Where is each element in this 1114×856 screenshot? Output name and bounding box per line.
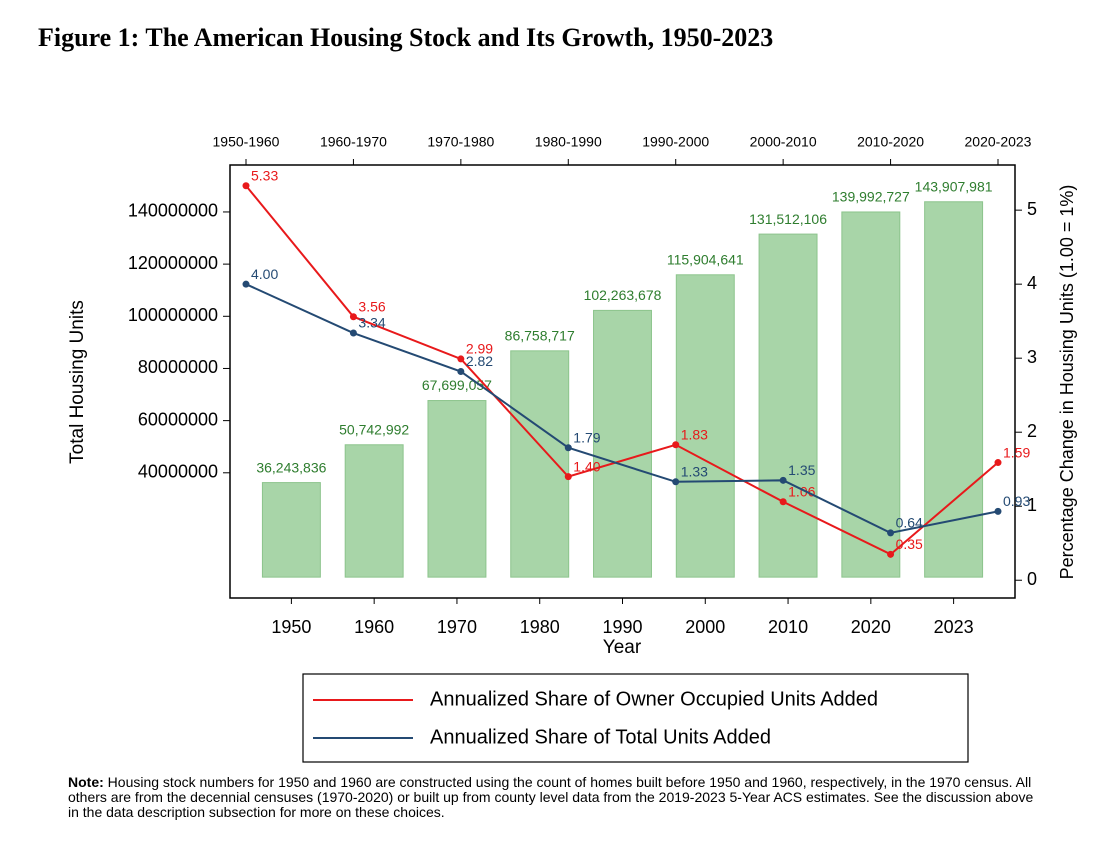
y-tick-label: 80000000 [138,357,218,377]
line [245,185,999,556]
point [672,478,680,486]
bar-value-label: 86,758,717 [505,328,575,344]
x-axis-label: Year [603,637,642,658]
y-tick-label: 120000000 [128,253,218,273]
y-tick-label: 40000000 [138,462,218,482]
line-value-label: 1.79 [573,429,600,445]
point [994,507,1002,515]
point [242,280,250,288]
y-axis-label: Total Housing Units [67,300,88,464]
y-tick-label: 60000000 [138,409,218,429]
y-tick-label: 140000000 [128,201,218,221]
top-tick-label: 1980-1990 [535,134,602,150]
line-value-label: 1.40 [573,458,600,474]
top-tick-label: 2000-2010 [750,134,817,150]
point [887,550,895,558]
x-tick-label: 1950 [271,617,311,637]
bar-value-label: 115,904,641 [667,252,744,268]
top-tick-label: 1970-1980 [427,134,494,150]
bar [261,482,321,578]
line-value-label: 1.33 [681,463,708,479]
y-tick-label: 100000000 [128,305,218,325]
x-tick-label: 2020 [851,617,891,637]
line-value-label: 1.59 [1003,444,1030,460]
line-value-label: 5.33 [251,167,278,183]
bar [758,233,818,578]
legend-label: Annualized Share of Total Units Added [430,726,771,748]
point [564,444,572,452]
line-value-label: 0.35 [896,536,923,552]
point [349,329,357,337]
top-tick-label: 1960-1970 [320,134,387,150]
bar [841,211,901,578]
point [779,476,787,484]
line [245,283,999,534]
x-tick-label: 1970 [437,617,477,637]
bar-value-label: 143,907,981 [915,178,993,194]
line-value-label: 0.93 [1003,493,1030,509]
point [672,441,680,449]
y2-tick-label: 1 [1027,495,1037,515]
line-value-label: 1.83 [681,426,708,442]
x-tick-label: 1980 [520,617,560,637]
bar [427,400,487,578]
point [779,498,787,506]
line-value-label: 2.82 [466,353,493,369]
bar-value-label: 139,992,727 [832,189,910,205]
x-tick-label: 2000 [685,617,725,637]
chart-title: Figure 1: The American Housing Stock and… [38,23,773,52]
y2-tick-label: 2 [1027,421,1037,441]
line-value-label: 1.35 [788,462,815,478]
point [887,529,895,537]
bar [675,274,735,578]
line-value-label: 3.34 [358,315,385,331]
line-value-label: 1.06 [788,483,815,499]
x-tick-label: 2023 [934,617,974,637]
top-tick-label: 2020-2023 [965,134,1032,150]
bar-value-label: 102,263,678 [584,287,662,303]
x-tick-label: 2010 [768,617,808,637]
point [564,473,572,481]
y2-tick-label: 0 [1027,569,1037,589]
bar-value-label: 36,243,836 [256,459,326,475]
line-value-label: 0.64 [896,515,923,531]
point [242,182,250,190]
y2-axis-label: Percentage Change in Housing Units (1.00… [1057,185,1077,580]
line-value-label: 3.56 [358,298,385,314]
bar [510,350,570,578]
bar-value-label: 131,512,106 [749,211,827,227]
y2-tick-label: 3 [1027,347,1037,367]
note: Note: Housing stock numbers for 1950 and… [68,775,1048,820]
point [457,368,465,376]
y2-tick-label: 5 [1027,199,1037,219]
bar-value-label: 50,742,992 [339,421,409,437]
bar [344,444,404,578]
x-tick-label: 1990 [602,617,642,637]
note-text: Housing stock numbers for 1950 and 1960 … [68,774,1034,820]
top-tick-label: 2010-2020 [857,134,924,150]
y2-tick-label: 4 [1027,273,1037,293]
bar [593,309,652,578]
top-tick-label: 1950-1960 [213,134,280,150]
point [994,459,1002,467]
note-label: Note: [68,774,104,790]
point [457,355,465,363]
top-tick-label: 1990-2000 [642,134,709,150]
point [349,313,357,321]
legend-label: Annualized Share of Owner Occupied Units… [430,688,878,710]
bar [924,201,984,578]
line-value-label: 2.99 [466,341,493,357]
legend-box [302,673,969,763]
x-tick-label: 1960 [354,617,394,637]
line-value-label: 4.00 [251,266,278,282]
